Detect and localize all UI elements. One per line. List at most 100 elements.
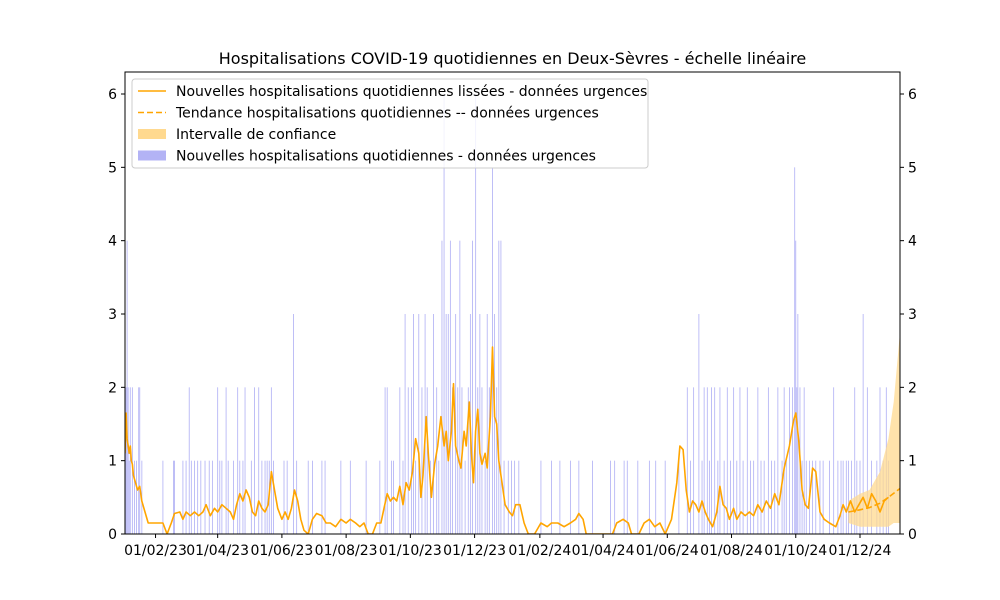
bar [443, 94, 445, 534]
y-tick-label-right: 0 [908, 527, 917, 543]
bar [217, 387, 219, 534]
legend-label: Nouvelles hospitalisations quotidiennes … [176, 84, 647, 100]
bar [815, 460, 817, 534]
bar [399, 387, 401, 534]
bar [128, 460, 130, 534]
bar [637, 460, 639, 534]
bar [467, 387, 469, 534]
x-tick-label: 01/04/24 [572, 543, 635, 559]
data-layer [125, 94, 900, 534]
bar [125, 387, 127, 534]
bar [441, 240, 443, 534]
bar [197, 460, 199, 534]
bar [795, 240, 797, 534]
legend-swatch-band [138, 129, 166, 139]
legend-box [131, 78, 649, 169]
bar [208, 460, 210, 534]
x-tick-label: 01/10/23 [379, 543, 442, 559]
bar [678, 460, 680, 534]
bar [307, 460, 309, 534]
bar [655, 460, 657, 534]
x-tick-label: 01/08/23 [315, 543, 378, 559]
bar [340, 460, 342, 534]
bar [742, 460, 744, 534]
bar [701, 460, 703, 534]
bar [698, 314, 700, 534]
bar [194, 460, 195, 534]
bar [413, 314, 414, 534]
bar [703, 387, 705, 534]
bar [486, 314, 488, 534]
y-tick-label-left: 6 [108, 87, 117, 103]
bar [426, 387, 428, 534]
bar [507, 460, 509, 534]
x-tick-label: 01/02/23 [124, 543, 187, 559]
bar [379, 460, 381, 534]
bar [390, 460, 392, 534]
bar [472, 240, 473, 534]
bar [690, 460, 691, 534]
bar [254, 387, 255, 534]
bar [496, 387, 498, 534]
y-tick-label-left: 5 [108, 160, 117, 176]
bar [162, 460, 164, 534]
bar [415, 460, 417, 534]
bar [753, 460, 755, 534]
bar [129, 387, 131, 534]
bar [421, 387, 423, 534]
bar [139, 387, 141, 534]
bar [258, 387, 260, 534]
bar [134, 460, 135, 534]
bar [719, 387, 721, 534]
bar [801, 460, 803, 534]
y-tick-label-left: 0 [108, 527, 117, 543]
bar [433, 314, 434, 534]
y-tick-label-right: 1 [908, 454, 917, 470]
bar [221, 460, 223, 534]
bar [714, 387, 716, 534]
bar [686, 387, 688, 534]
bar [410, 387, 412, 534]
bar [840, 460, 842, 534]
y-tick-label-right: 2 [908, 380, 917, 396]
bar [211, 460, 213, 534]
y-tick-label-left: 2 [108, 380, 117, 396]
bar [842, 460, 844, 534]
y-tick-label-left: 4 [108, 234, 117, 250]
bar [540, 460, 542, 534]
bar [500, 240, 502, 534]
bar [763, 460, 765, 534]
bar [559, 460, 561, 534]
bar [648, 460, 650, 534]
y-tick-label-right: 5 [908, 160, 917, 176]
bar [312, 460, 313, 534]
bar [239, 460, 241, 534]
bar [237, 387, 239, 534]
bar [730, 460, 731, 534]
bar [819, 460, 821, 534]
bar [610, 460, 611, 534]
bar [131, 387, 133, 534]
bar [384, 387, 386, 534]
bar [833, 387, 835, 534]
bar [623, 460, 625, 534]
bar [126, 240, 128, 534]
x-tick-label: 01/08/24 [700, 543, 763, 559]
plot-area [125, 94, 900, 534]
bar [578, 460, 580, 534]
bar [479, 314, 481, 534]
bar [404, 314, 406, 534]
bar [767, 387, 769, 534]
bar [324, 460, 326, 534]
bar [219, 460, 221, 534]
bar [138, 387, 140, 534]
y-tick-label-left: 1 [108, 454, 117, 470]
axes: 0 01 12 23 34 45 56 601/02/23 01/04/23 01/06/23 01… [108, 71, 917, 559]
bar [781, 460, 783, 534]
bar [514, 460, 516, 534]
bar [792, 387, 794, 534]
x-tick-label: 01/02/24 [508, 543, 571, 559]
bar [511, 460, 512, 534]
bar [477, 387, 479, 534]
bar [805, 460, 807, 534]
